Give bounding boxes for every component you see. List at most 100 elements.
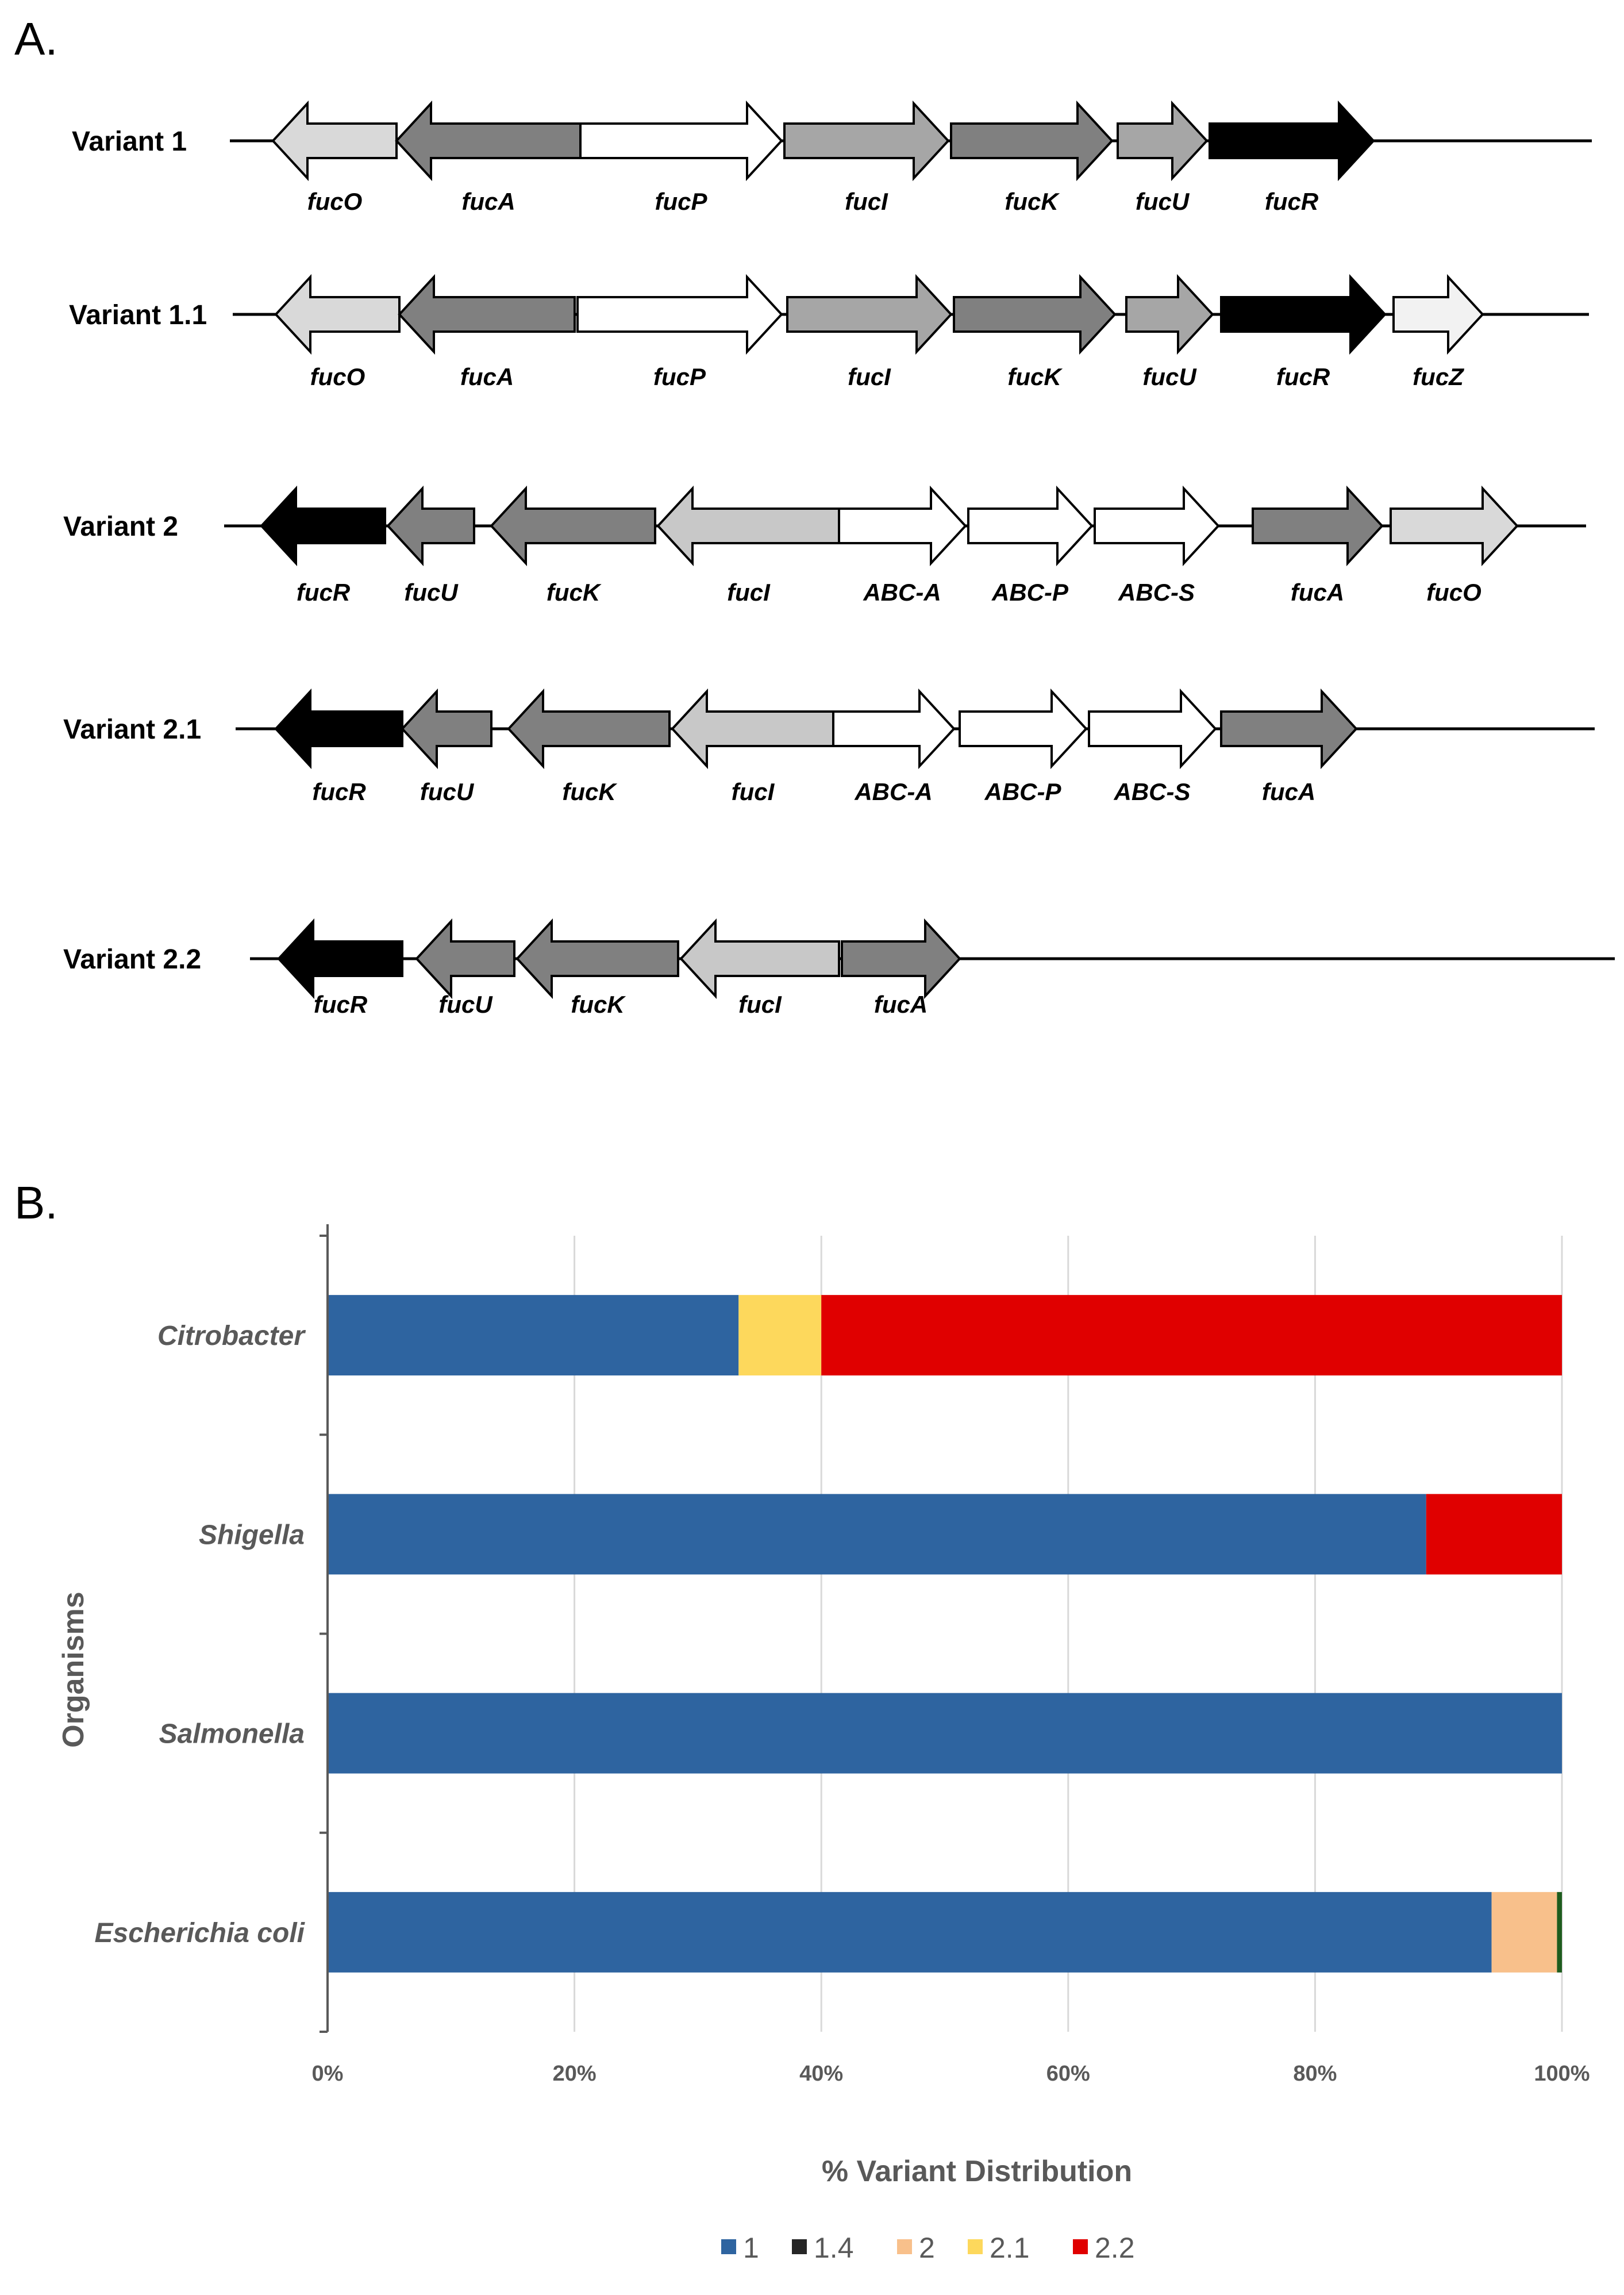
gene-label: fucR bbox=[1265, 188, 1319, 215]
variant-label: Variant 2.2 bbox=[63, 944, 201, 975]
bar-segment-1 bbox=[328, 1494, 1426, 1575]
gene-arrow-abc-p bbox=[959, 688, 1088, 770]
gene-arrow-abc-a bbox=[838, 485, 967, 567]
gene-label: fucP bbox=[653, 363, 706, 390]
gene-arrow-fuca bbox=[395, 100, 582, 182]
legend-swatch bbox=[897, 2239, 912, 2254]
x-axis-title: % Variant Distribution bbox=[822, 2155, 1132, 2188]
gene-arrow-fucr bbox=[1220, 274, 1387, 355]
gene-label: fucR bbox=[1276, 363, 1330, 390]
gene-label: fucA bbox=[874, 991, 928, 1018]
bar-segment-other bbox=[1557, 1892, 1562, 1973]
legend-swatch bbox=[721, 2239, 736, 2254]
gene-arrow-abc-p bbox=[967, 485, 1094, 567]
gene-arrow-fucu bbox=[1125, 274, 1214, 355]
bar-segment-1 bbox=[328, 1295, 739, 1376]
x-tick-label: 0% bbox=[312, 2062, 344, 2086]
bar-segments bbox=[328, 1295, 1562, 1973]
gene-arrow-fuco bbox=[1390, 485, 1519, 567]
gene-label: fucA bbox=[1262, 778, 1315, 805]
legend-swatch bbox=[1073, 2239, 1088, 2254]
gene-label: fucA bbox=[461, 188, 515, 215]
gene-label: ABC-S bbox=[1118, 579, 1195, 606]
gene-arrow-fuck bbox=[507, 688, 671, 770]
gene-arrow-fucu bbox=[386, 485, 475, 567]
gene-label: fucO bbox=[307, 188, 363, 215]
gene-label: fucO bbox=[310, 363, 365, 390]
legend-label: 2.2 bbox=[1095, 2232, 1135, 2264]
gene-label: fucK bbox=[547, 579, 602, 606]
legend-label: 2.1 bbox=[990, 2232, 1030, 2264]
x-tick-label: 80% bbox=[1293, 2062, 1337, 2086]
gene-arrow-fuck bbox=[490, 485, 656, 567]
gene-label: ABC-S bbox=[1114, 778, 1191, 805]
gene-arrow-abc-s bbox=[1088, 688, 1217, 770]
gene-arrow-fuco bbox=[274, 274, 401, 355]
x-tick-labels: 0% 20% 40% 60% 80% 100% bbox=[312, 2062, 1590, 2086]
x-tick-label: 40% bbox=[799, 2062, 843, 2086]
bar-segment-2-1 bbox=[738, 1295, 822, 1376]
gene-arrow-fuci bbox=[656, 485, 840, 567]
gene-label: ABC-P bbox=[984, 778, 1062, 805]
category-label: Salmonella bbox=[159, 1719, 305, 1750]
gene-label: fucU bbox=[438, 991, 493, 1018]
y-axis-title: Organisms bbox=[57, 1591, 90, 1748]
gene-label: fucZ bbox=[1413, 363, 1464, 390]
legend-swatch bbox=[792, 2239, 807, 2254]
gene-label: fucK bbox=[571, 991, 626, 1018]
gene-arrow-fuca bbox=[1220, 688, 1358, 770]
gene-label: fucR bbox=[297, 579, 351, 606]
gene-label: fucI bbox=[845, 188, 888, 215]
gene-arrow-fucu bbox=[1117, 100, 1209, 182]
variant-row: Variant 2.2 fucR fucU fucK fucI fucA bbox=[63, 918, 1615, 1018]
gene-arrow-fucz bbox=[1392, 274, 1484, 355]
panel-b-letter: B. bbox=[14, 1178, 58, 1228]
gene-label: fucU bbox=[420, 778, 475, 805]
variant-row: Variant 2 fucR fucU fucK fucI ABC-A ABC-P ABC-S… bbox=[63, 485, 1586, 606]
gene-label: fucK bbox=[1007, 363, 1063, 390]
x-tick-label: 60% bbox=[1046, 2062, 1090, 2086]
gene-arrow-fuca bbox=[1252, 485, 1384, 567]
bar-segment-1 bbox=[328, 1892, 1492, 1973]
gene-arrow-fuci bbox=[671, 688, 834, 770]
variant-label: Variant 1.1 bbox=[69, 300, 207, 330]
gene-arrow-fucu bbox=[401, 688, 492, 770]
bar-segment-2 bbox=[1491, 1892, 1557, 1973]
legend-label: 2 bbox=[919, 2232, 935, 2264]
gene-arrow-fucr bbox=[260, 485, 386, 567]
category-label: Escherichia coli bbox=[94, 1918, 305, 1948]
gene-label: fucK bbox=[562, 778, 617, 805]
gene-label: ABC-P bbox=[991, 579, 1069, 606]
legend-label: 1.4 bbox=[814, 2232, 854, 2264]
gene-label: fucO bbox=[1426, 579, 1481, 606]
variant-row: Variant 2.1 fucR fucU fucK fucI ABC-A ABC-P ABC… bbox=[63, 688, 1595, 805]
gene-label: ABC-A bbox=[863, 579, 941, 606]
x-tick-label: 20% bbox=[553, 2062, 597, 2086]
gene-cluster-diagram: A. Variant 1 fucO fucA fucP fucI fucK fucU fucR… bbox=[14, 13, 1615, 1018]
gene-arrow-fuca bbox=[841, 918, 961, 1000]
gene-arrow-fucr bbox=[1209, 100, 1375, 182]
gene-label: fucU bbox=[1136, 188, 1190, 215]
gene-label: fucU bbox=[404, 579, 459, 606]
variant-distribution-chart: B. 0% 20% 40% 60% 80% 100% Citrobacter Shigell… bbox=[14, 1178, 1590, 2264]
bar-segment-2-2 bbox=[1426, 1494, 1562, 1575]
gene-arrow-fuco bbox=[271, 100, 398, 182]
x-tick-label: 100% bbox=[1534, 2062, 1590, 2086]
gene-arrow-fuck bbox=[515, 918, 679, 1000]
gene-arrow-fucr bbox=[277, 918, 403, 1000]
gene-label: fucI bbox=[738, 991, 782, 1018]
category-label: Citrobacter bbox=[157, 1321, 306, 1351]
variant-label: Variant 2.1 bbox=[63, 714, 201, 745]
variant-row: Variant 1.1 fucO fucA fucP fucI fucK fucU fucR f… bbox=[69, 274, 1589, 390]
bar-segment-1 bbox=[328, 1693, 1562, 1774]
legend-swatch bbox=[968, 2239, 983, 2254]
gene-arrow-fuck bbox=[950, 100, 1114, 182]
gene-label: fucA bbox=[460, 363, 514, 390]
gene-label: fucI bbox=[727, 579, 771, 606]
gene-arrow-fucp bbox=[579, 100, 783, 182]
gene-arrow-fucp bbox=[576, 274, 783, 355]
panel-a-letter: A. bbox=[14, 13, 58, 64]
legend: 1 1.4 2 2.1 2.2 bbox=[721, 2232, 1135, 2264]
gene-arrow-fuci bbox=[786, 274, 953, 355]
